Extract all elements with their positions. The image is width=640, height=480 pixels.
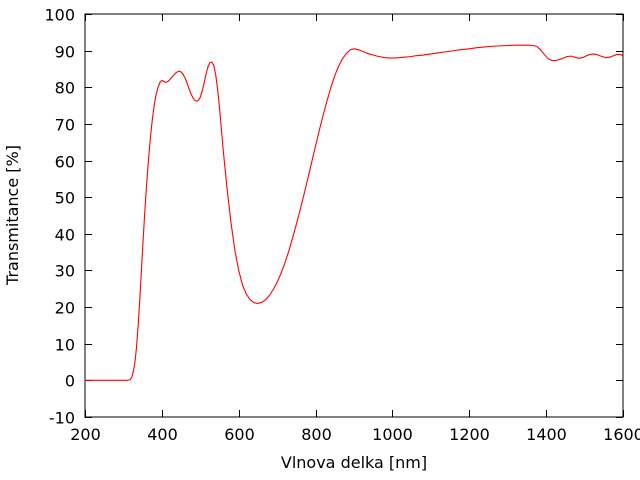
x-tick-label: 400 — [147, 425, 178, 444]
x-tick-label: 1600 — [603, 425, 640, 444]
y-tick-label: 30 — [55, 262, 75, 281]
y-tick-label: 40 — [55, 226, 75, 245]
x-tick-label: 1000 — [372, 425, 413, 444]
x-tick-label: 1400 — [526, 425, 567, 444]
y-axis-title: Transmitance [%] — [3, 145, 22, 286]
y-tick-label: 20 — [55, 299, 75, 318]
x-tick-label: 200 — [70, 425, 101, 444]
y-tick-label: -10 — [49, 409, 75, 428]
data-series-line — [84, 44, 624, 381]
x-tick-label: 600 — [224, 425, 255, 444]
y-tick-label: 80 — [55, 79, 75, 98]
plot-frame — [84, 13, 624, 418]
y-tick-label: 70 — [55, 116, 75, 135]
y-tick-label: 90 — [55, 43, 75, 62]
y-tick-label: 50 — [55, 189, 75, 208]
y-axis-tick-labels: -10 0 10 20 30 40 50 60 70 80 90 100 — [44, 6, 75, 428]
x-tick-label: 800 — [301, 425, 332, 444]
x-axis-tick-labels: 200 400 600 800 1000 1200 1400 1600 — [70, 425, 640, 444]
y-tick-label: 100 — [44, 6, 75, 25]
x-tick-label: 1200 — [449, 425, 490, 444]
y-tick-label: 0 — [65, 372, 75, 391]
y-tick-label: 60 — [55, 153, 75, 172]
y-tick-label: 10 — [55, 336, 75, 355]
x-axis-title: Vlnova delka [nm] — [281, 453, 427, 472]
